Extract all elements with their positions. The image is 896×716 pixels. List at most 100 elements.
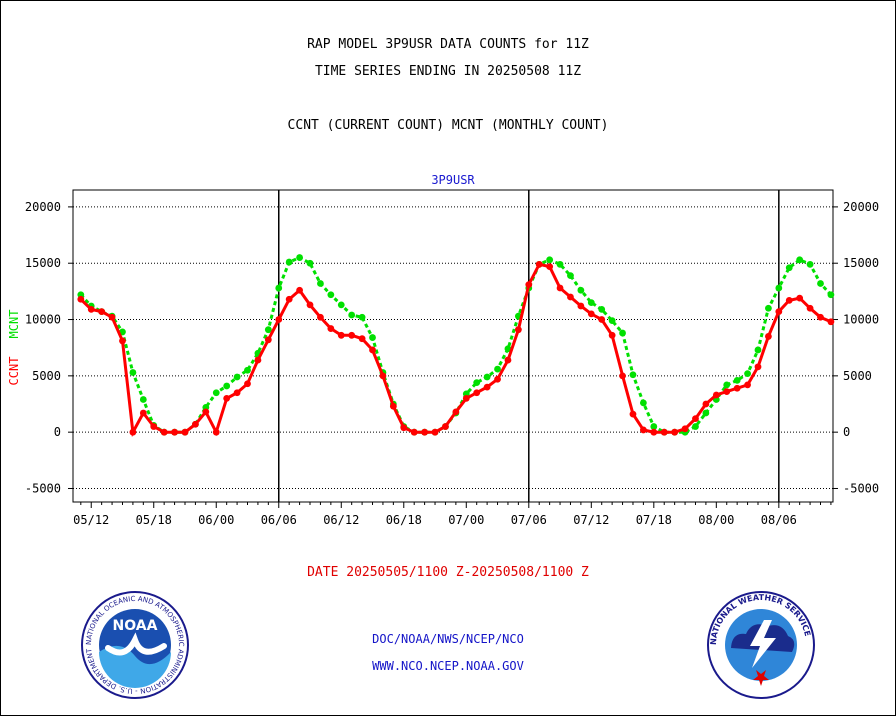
data-point-ccnt xyxy=(473,389,481,397)
data-point-ccnt xyxy=(504,356,512,364)
data-point-ccnt xyxy=(442,423,449,430)
data-point-mcnt xyxy=(337,301,345,309)
data-point-ccnt xyxy=(827,318,835,326)
x-tick-label: 08/00 xyxy=(698,513,734,527)
data-point-ccnt xyxy=(77,295,85,303)
data-point-mcnt xyxy=(369,334,376,341)
data-point-ccnt xyxy=(671,428,679,436)
data-point-ccnt xyxy=(775,308,783,316)
data-point-mcnt xyxy=(473,379,481,387)
data-point-ccnt xyxy=(452,408,460,416)
data-point-ccnt xyxy=(223,394,231,402)
y-tick-label-right: 5000 xyxy=(843,369,872,383)
data-point-ccnt xyxy=(494,375,501,383)
data-point-ccnt xyxy=(619,372,626,380)
title-line-2: TIME SERIES ENDING IN 20250508 11Z xyxy=(314,64,582,79)
data-point-mcnt xyxy=(577,286,585,294)
data-point-mcnt xyxy=(212,389,220,397)
x-tick-label: 06/06 xyxy=(261,513,297,527)
x-tick-label: 08/06 xyxy=(761,513,797,527)
data-point-ccnt xyxy=(587,310,595,318)
data-point-ccnt xyxy=(535,260,543,268)
org-path-text: DOC/NOAA/NWS/NCEP/NCO xyxy=(372,632,524,646)
plot-area-border xyxy=(72,189,834,503)
data-point-mcnt xyxy=(587,299,595,307)
data-point-mcnt xyxy=(317,280,324,287)
data-point-ccnt xyxy=(358,335,366,343)
data-point-mcnt xyxy=(796,256,804,264)
data-point-ccnt xyxy=(702,400,710,408)
x-tick-label: 07/18 xyxy=(636,513,672,527)
data-point-ccnt xyxy=(275,316,283,323)
data-point-mcnt xyxy=(223,382,231,390)
data-point-ccnt xyxy=(796,294,804,302)
data-point-mcnt xyxy=(546,256,554,264)
data-point-mcnt xyxy=(129,369,137,376)
data-point-mcnt xyxy=(296,254,303,261)
data-point-mcnt xyxy=(827,291,835,299)
data-point-ccnt xyxy=(150,423,158,430)
data-point-ccnt xyxy=(171,428,178,436)
data-point-ccnt xyxy=(410,428,418,436)
data-point-mcnt xyxy=(629,371,637,379)
website-link[interactable]: WWW.NCO.NCEP.NOAA.GOV xyxy=(372,659,524,673)
data-point-ccnt xyxy=(546,263,554,270)
noaa-logo-text: NOAA xyxy=(113,618,158,634)
data-point-ccnt xyxy=(681,425,689,433)
data-point-ccnt xyxy=(525,281,533,289)
data-point-ccnt xyxy=(744,381,751,389)
data-point-ccnt xyxy=(712,391,720,399)
data-point-mcnt xyxy=(619,329,626,337)
data-point-mcnt xyxy=(327,291,335,299)
data-point-mcnt xyxy=(733,376,741,384)
y-axis-label-mcnt: MCNT xyxy=(7,310,21,339)
data-point-ccnt xyxy=(462,394,470,402)
data-point-mcnt xyxy=(139,396,147,403)
data-point-ccnt xyxy=(765,333,772,340)
y-tick-label-left: 10000 xyxy=(25,313,61,327)
x-tick-label: 06/12 xyxy=(323,513,359,527)
data-point-ccnt xyxy=(119,337,126,345)
y-tick-label-left: 0 xyxy=(54,425,61,439)
data-point-ccnt xyxy=(785,296,793,304)
x-tick-label: 05/12 xyxy=(73,513,109,527)
data-point-mcnt xyxy=(264,326,272,334)
data-point-ccnt xyxy=(806,304,814,312)
x-tick-label: 06/18 xyxy=(386,513,422,527)
data-point-ccnt xyxy=(400,424,408,432)
data-point-ccnt xyxy=(160,428,168,436)
data-point-ccnt xyxy=(337,331,345,339)
data-point-ccnt xyxy=(202,408,210,416)
data-point-mcnt xyxy=(233,373,241,381)
y-tick-label-right: -5000 xyxy=(843,481,879,495)
series-line-ccnt xyxy=(79,262,832,438)
data-point-mcnt xyxy=(754,346,762,354)
chart-title: 3P9USR xyxy=(431,173,475,187)
data-point-ccnt xyxy=(348,331,356,339)
data-point-ccnt xyxy=(264,336,272,344)
y-tick-label-right: 0 xyxy=(843,425,850,439)
y-tick-label-right: 20000 xyxy=(843,200,879,214)
data-point-ccnt xyxy=(577,302,585,310)
x-tick-label: 07/00 xyxy=(448,513,484,527)
data-point-mcnt xyxy=(785,264,793,272)
data-point-ccnt xyxy=(296,286,303,294)
data-point-ccnt xyxy=(629,410,637,418)
data-point-ccnt xyxy=(514,326,522,334)
data-point-ccnt xyxy=(754,363,762,371)
data-point-ccnt xyxy=(254,356,262,364)
data-point-mcnt xyxy=(275,284,283,292)
series-line-mcnt xyxy=(79,255,833,434)
data-point-ccnt xyxy=(650,428,658,436)
x-tick-label: 07/12 xyxy=(573,513,609,527)
data-point-mcnt xyxy=(650,423,658,430)
data-point-ccnt xyxy=(598,316,606,323)
data-point-mcnt xyxy=(692,423,699,430)
data-point-mcnt xyxy=(765,304,772,312)
data-point-ccnt xyxy=(817,313,824,321)
data-point-ccnt xyxy=(421,428,429,436)
y-tick-label-right: 10000 xyxy=(843,313,879,327)
data-point-mcnt xyxy=(702,409,710,417)
data-point-ccnt xyxy=(483,383,491,391)
